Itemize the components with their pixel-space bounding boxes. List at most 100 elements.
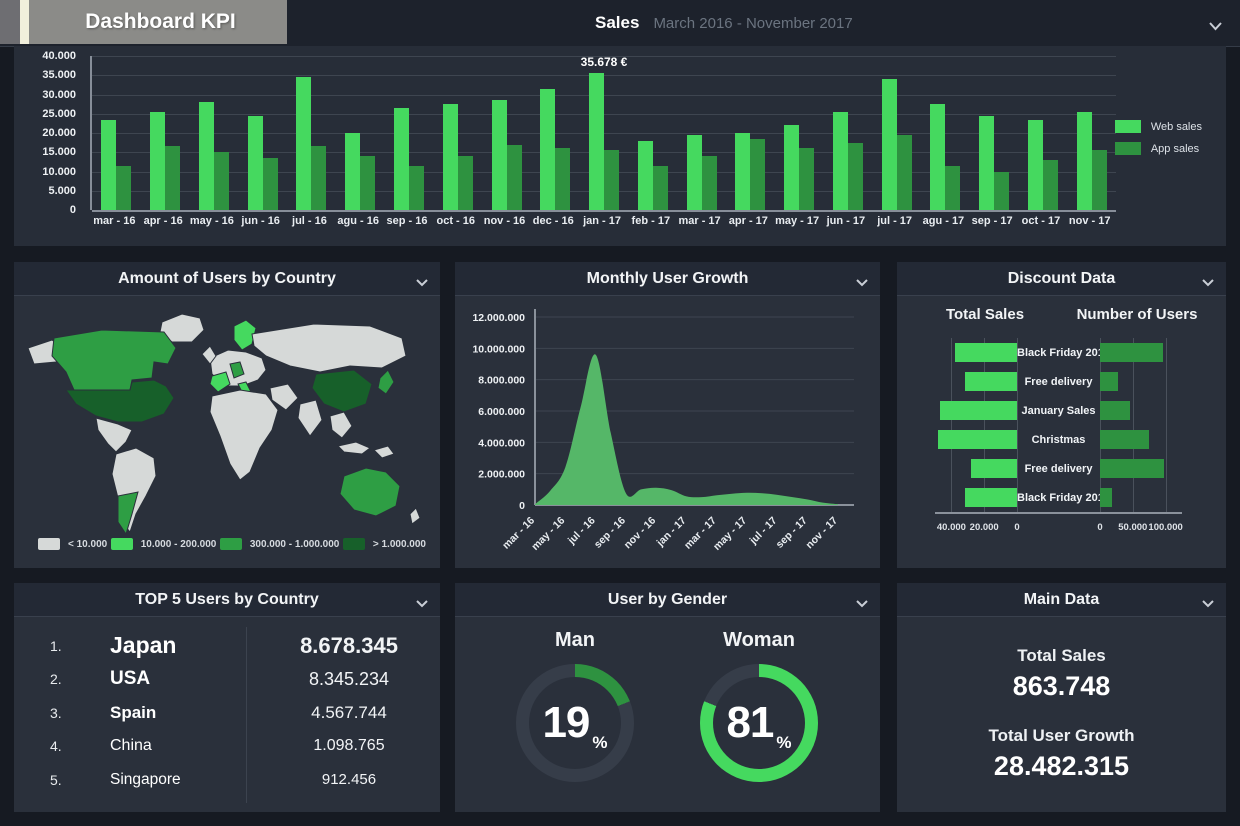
chevron-down-icon[interactable]: [1202, 595, 1214, 613]
panel-title: Discount Data: [1007, 269, 1116, 287]
x-axis-label: jul - 17: [877, 215, 913, 227]
web-sales-bar: [979, 115, 995, 210]
country-argentina: [117, 491, 139, 535]
number-of-users-bar: [1100, 459, 1164, 478]
panel-header: Amount of Users by Country: [14, 262, 440, 296]
chevron-down-icon[interactable]: [856, 595, 868, 613]
total-sales-bar: [954, 343, 1017, 362]
top5-rank: 4.: [50, 738, 62, 755]
man-gauge: Man 19 %: [495, 629, 655, 782]
bar-group: [872, 56, 921, 210]
woman-donut-hole: 81 %: [713, 677, 805, 769]
app-sales-bar: [750, 138, 766, 210]
app-title-box: Dashboard KPI: [0, 0, 287, 44]
top5-row: 3. Spain 4.567.744: [14, 696, 440, 730]
top5-country: China: [110, 737, 152, 755]
bar-group: [580, 56, 629, 210]
report-selector[interactable]: Sales March 2016 - November 2017: [595, 0, 853, 46]
top5-users-panel: TOP 5 Users by Country 1. Japan 8.678.345 2…: [14, 583, 440, 812]
panel-title: TOP 5 Users by Country: [135, 590, 319, 608]
x-axis-label: oct - 17: [1021, 215, 1061, 227]
number-of-users-header: Number of Users: [1076, 306, 1198, 323]
man-donut: 19 %: [516, 664, 634, 782]
gridline: [92, 56, 1116, 57]
top5-country: USA: [110, 668, 151, 690]
discount-axis-label: 50.000: [1118, 522, 1148, 533]
country-uk: [201, 345, 217, 365]
panel-header: Monthly User Growth: [455, 262, 880, 296]
bar-group: [726, 56, 775, 210]
top5-rank: 5.: [50, 771, 62, 788]
svg-text:4.000.000: 4.000.000: [478, 437, 525, 449]
top5-row: 1. Japan 8.678.345: [14, 629, 440, 663]
chevron-down-icon[interactable]: [416, 595, 428, 613]
svg-text:0: 0: [519, 500, 525, 512]
y-axis-label: 30.000: [42, 88, 76, 101]
bar-group: [628, 56, 677, 210]
svg-text:2.000.000: 2.000.000: [478, 469, 525, 481]
svg-text:nov - 16: nov - 16: [622, 515, 659, 552]
country-usa: [65, 379, 175, 423]
total-sales-label: Total Sales: [1017, 646, 1106, 665]
chevron-down-icon[interactable]: [1209, 18, 1222, 36]
web-sales-bar: [784, 125, 800, 210]
number-of-users-bar: [1100, 401, 1130, 420]
top5-row: 4. China 1.098.765: [14, 730, 440, 764]
web-sales-bar: [247, 115, 263, 210]
svg-text:sep - 16: sep - 16: [592, 515, 628, 551]
x-axis-label: agu - 17: [922, 215, 965, 227]
map-legend-item: < 10.000: [38, 538, 107, 550]
x-axis-label: oct - 16: [436, 215, 475, 227]
country-india: [297, 399, 323, 437]
app-sales-bar: [945, 165, 961, 210]
chevron-down-icon[interactable]: [856, 274, 868, 292]
x-axis-label: agu - 16: [337, 215, 379, 227]
top5-country: Japan: [110, 632, 177, 659]
x-axis-label: jul - 16: [292, 215, 327, 227]
top5-value: 4.567.744: [311, 702, 387, 722]
man-donut-hole: 19 %: [529, 677, 621, 769]
region-africa: [209, 389, 279, 481]
web-sales-bar: [296, 77, 312, 210]
region-se-asia: [329, 411, 353, 439]
bar-group: [92, 56, 141, 210]
app-sales-bar: [262, 158, 278, 210]
chevron-down-icon[interactable]: [1202, 274, 1214, 292]
bar-group: [238, 56, 287, 210]
legend-swatch: [1114, 120, 1141, 133]
y-axis-label: 10.000: [42, 165, 76, 178]
map-legend-swatch: [219, 538, 242, 550]
woman-donut: 81 %: [700, 664, 818, 782]
sales-plot-area: 35.678 €: [90, 55, 1116, 212]
svg-text:may - 16: may - 16: [529, 515, 567, 553]
web-sales-bar: [345, 133, 361, 210]
woman-percent-sign: %: [776, 733, 792, 752]
country-new-zealand: [409, 507, 421, 525]
app-sales-bar: [360, 156, 376, 210]
bar-group: [775, 56, 824, 210]
web-sales-bar: [198, 102, 214, 210]
chevron-down-icon[interactable]: [416, 274, 428, 292]
woman-label: Woman: [723, 629, 795, 651]
map-legend-swatch: [342, 538, 365, 550]
svg-text:10.000.000: 10.000.000: [472, 343, 525, 355]
growth-area-chart: 12.000.000 10.000.000 8.000.000 6.000.000 4.…: [472, 309, 854, 553]
y-axis-label: 25.000: [42, 107, 76, 120]
country-france: [209, 371, 231, 393]
discount-axis-label: 40.000: [936, 522, 966, 533]
discount-row: Free delivery: [935, 367, 1182, 396]
country-indonesia-east: [373, 445, 395, 459]
app-sales-bar: [506, 144, 522, 210]
total-sales-bar: [964, 372, 1017, 391]
world-map: [27, 313, 421, 535]
top5-divider: [246, 627, 247, 803]
y-axis-label: 20.000: [42, 127, 76, 139]
gridline: [92, 210, 1116, 212]
region-middle-east: [269, 383, 299, 411]
discount-axis-label: 0: [1097, 522, 1103, 533]
bar-group: [141, 56, 190, 210]
bar-group: [823, 56, 872, 210]
svg-text:may - 17: may - 17: [711, 515, 749, 553]
number-of-users-bar: [1100, 430, 1150, 449]
panel-title: Amount of Users by Country: [118, 269, 336, 287]
